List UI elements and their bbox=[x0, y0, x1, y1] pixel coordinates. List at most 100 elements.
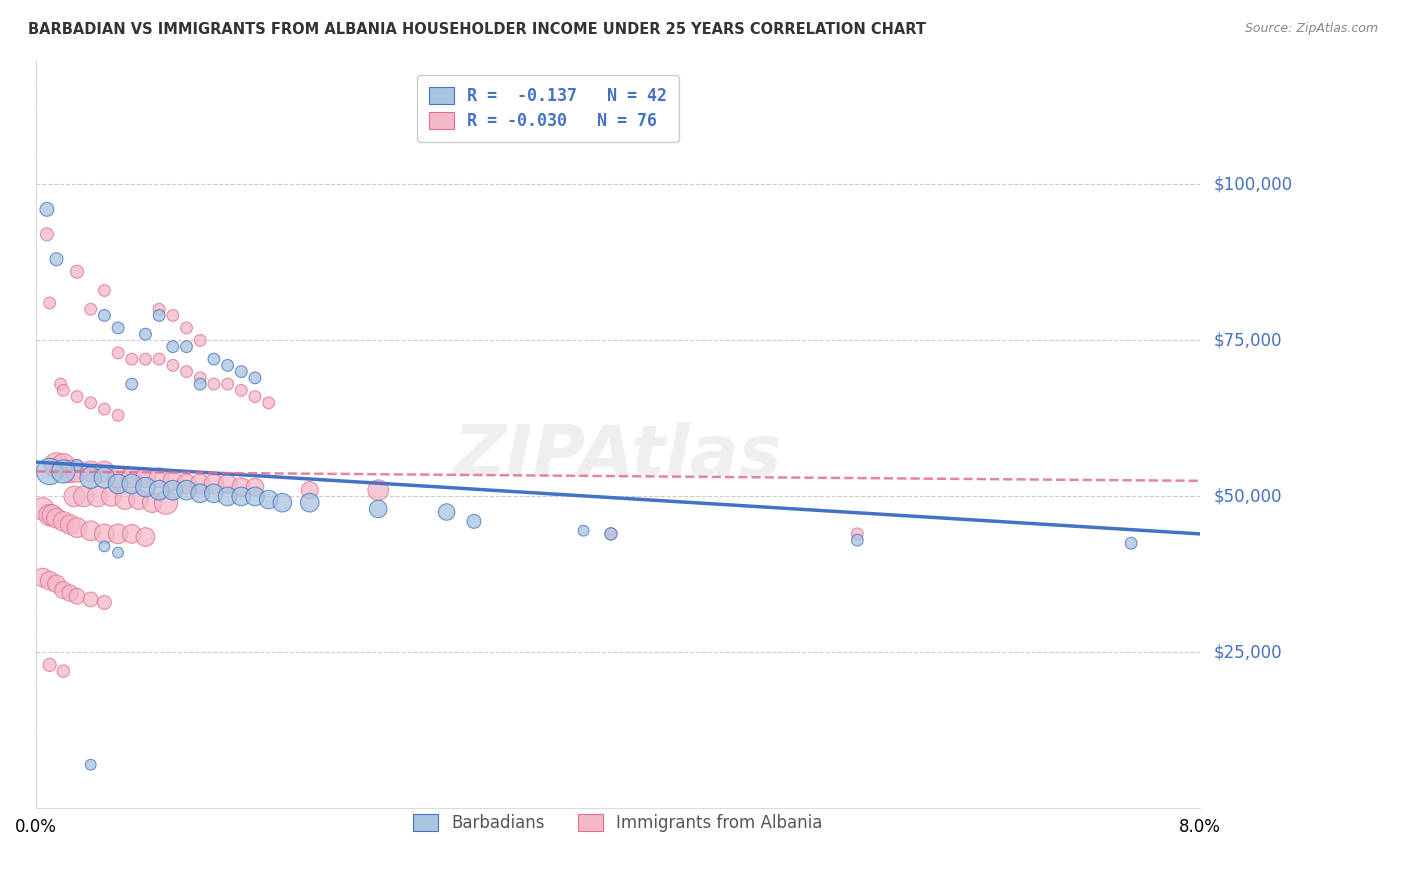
Point bbox=[59, 517, 82, 532]
Point bbox=[134, 327, 156, 342]
Text: ZIPAtlas: ZIPAtlas bbox=[454, 422, 782, 491]
Point bbox=[599, 527, 621, 541]
Point bbox=[107, 346, 129, 360]
Point bbox=[367, 502, 389, 516]
Point bbox=[100, 490, 122, 504]
Point bbox=[188, 377, 211, 392]
Point bbox=[59, 586, 82, 600]
Point bbox=[80, 592, 103, 607]
Point bbox=[141, 496, 163, 510]
Point bbox=[52, 515, 75, 529]
Point bbox=[45, 576, 67, 591]
Point bbox=[121, 377, 143, 392]
Point bbox=[80, 396, 103, 410]
Point bbox=[31, 502, 53, 516]
Point bbox=[243, 480, 266, 494]
Point bbox=[35, 227, 58, 242]
Point bbox=[188, 486, 211, 500]
Point bbox=[45, 511, 67, 525]
Point bbox=[38, 657, 60, 672]
Point bbox=[176, 321, 198, 335]
Point bbox=[66, 521, 89, 535]
Point bbox=[38, 574, 60, 588]
Point bbox=[38, 296, 60, 310]
Point bbox=[188, 477, 211, 491]
Point bbox=[52, 664, 75, 678]
Point bbox=[134, 352, 156, 367]
Point bbox=[45, 458, 67, 473]
Point bbox=[66, 390, 89, 404]
Point bbox=[162, 483, 184, 498]
Point bbox=[231, 480, 253, 494]
Point bbox=[298, 483, 321, 498]
Point bbox=[107, 545, 129, 559]
Point bbox=[217, 477, 239, 491]
Point bbox=[463, 515, 485, 529]
Point bbox=[80, 757, 103, 772]
Point bbox=[121, 477, 143, 491]
Point bbox=[217, 490, 239, 504]
Point bbox=[93, 527, 115, 541]
Point bbox=[217, 359, 239, 373]
Point bbox=[80, 465, 103, 479]
Text: Source: ZipAtlas.com: Source: ZipAtlas.com bbox=[1244, 22, 1378, 36]
Point bbox=[1119, 536, 1142, 550]
Point bbox=[80, 524, 103, 538]
Point bbox=[243, 371, 266, 385]
Point bbox=[107, 321, 129, 335]
Legend: Barbadians, Immigrants from Albania: Barbadians, Immigrants from Albania bbox=[399, 800, 837, 845]
Point bbox=[231, 490, 253, 504]
Point bbox=[66, 265, 89, 279]
Point bbox=[367, 483, 389, 498]
Point bbox=[107, 409, 129, 423]
Point bbox=[243, 490, 266, 504]
Point bbox=[59, 465, 82, 479]
Text: $100,000: $100,000 bbox=[1213, 176, 1292, 194]
Point bbox=[148, 471, 170, 485]
Point bbox=[271, 496, 294, 510]
Point bbox=[93, 309, 115, 323]
Point bbox=[45, 252, 67, 267]
Point bbox=[162, 474, 184, 488]
Point bbox=[93, 402, 115, 417]
Point bbox=[93, 595, 115, 609]
Point bbox=[202, 352, 225, 367]
Point bbox=[148, 302, 170, 317]
Point bbox=[846, 533, 869, 548]
Point bbox=[176, 340, 198, 354]
Point bbox=[93, 471, 115, 485]
Point bbox=[257, 492, 280, 507]
Point bbox=[231, 384, 253, 398]
Text: $50,000: $50,000 bbox=[1213, 487, 1282, 506]
Text: $75,000: $75,000 bbox=[1213, 332, 1282, 350]
Point bbox=[52, 458, 75, 473]
Point bbox=[93, 284, 115, 298]
Point bbox=[38, 458, 60, 473]
Point bbox=[107, 477, 129, 491]
Point bbox=[80, 471, 103, 485]
Point bbox=[257, 396, 280, 410]
Point bbox=[134, 471, 156, 485]
Point bbox=[148, 352, 170, 367]
Point bbox=[52, 384, 75, 398]
Point bbox=[128, 492, 150, 507]
Point bbox=[202, 486, 225, 500]
Point bbox=[114, 492, 136, 507]
Point bbox=[148, 483, 170, 498]
Point bbox=[188, 334, 211, 348]
Point bbox=[134, 530, 156, 544]
Point bbox=[93, 465, 115, 479]
Point bbox=[107, 527, 129, 541]
Point bbox=[121, 471, 143, 485]
Point bbox=[162, 359, 184, 373]
Point bbox=[162, 340, 184, 354]
Point bbox=[188, 371, 211, 385]
Point bbox=[202, 377, 225, 392]
Point bbox=[202, 477, 225, 491]
Point bbox=[38, 508, 60, 523]
Point bbox=[155, 496, 177, 510]
Point bbox=[436, 505, 458, 519]
Point bbox=[52, 465, 75, 479]
Point bbox=[66, 589, 89, 603]
Point bbox=[572, 524, 595, 538]
